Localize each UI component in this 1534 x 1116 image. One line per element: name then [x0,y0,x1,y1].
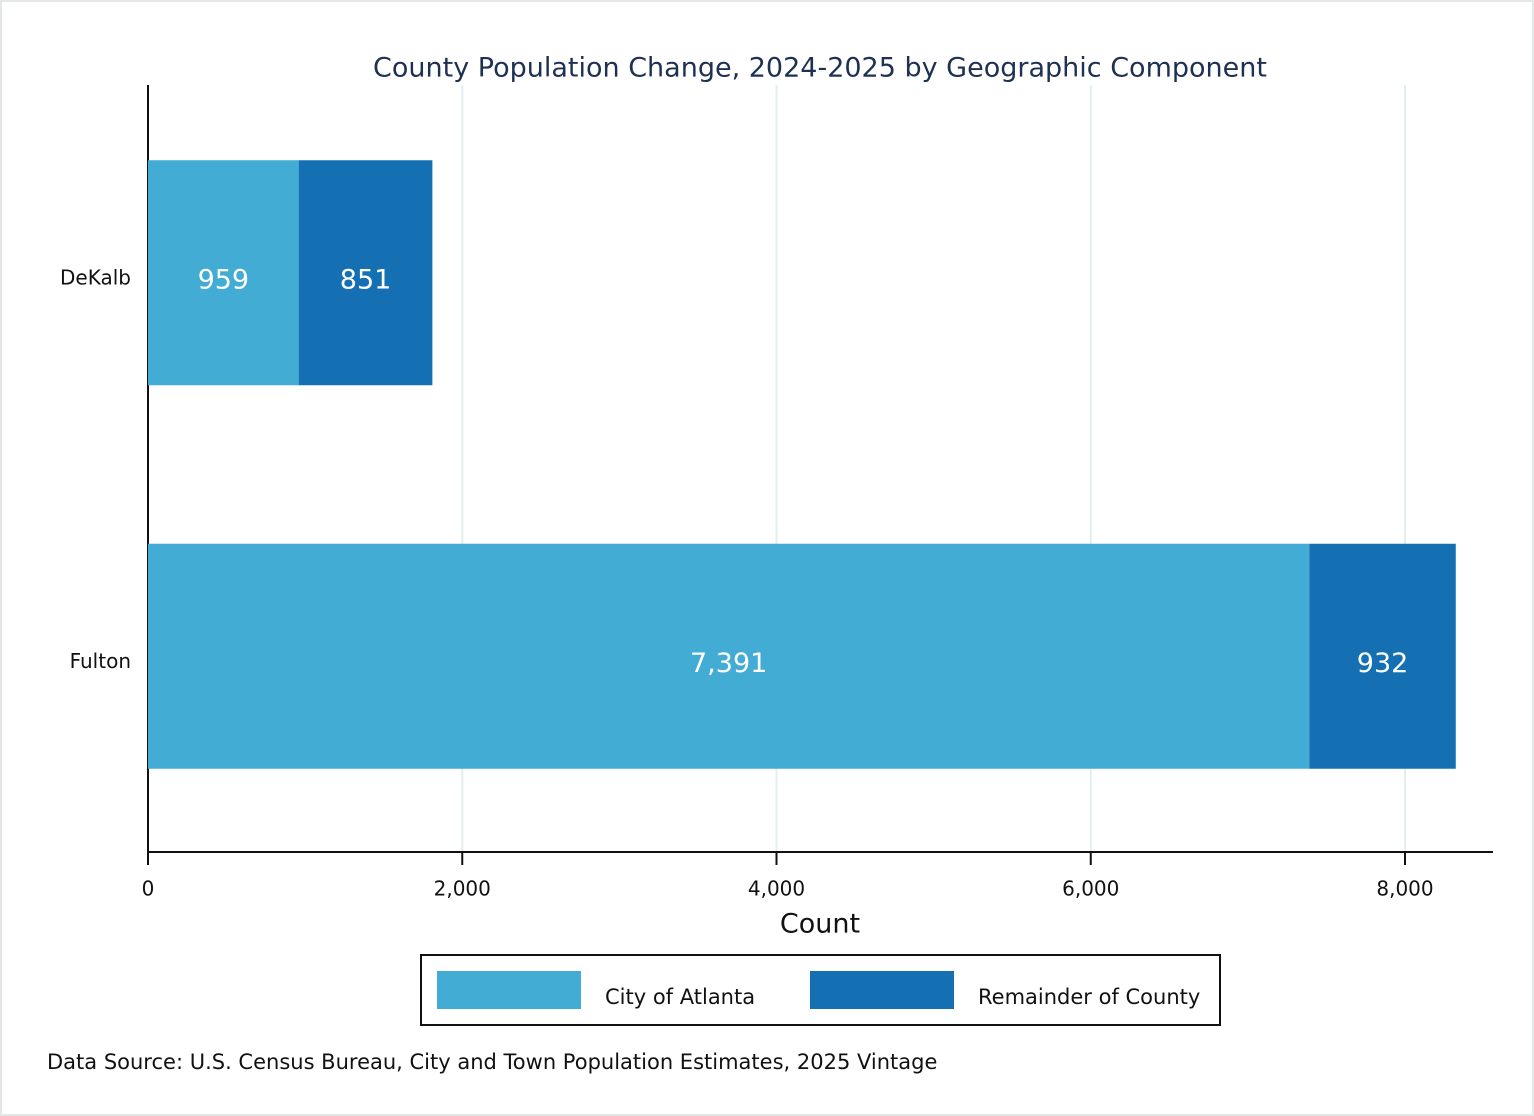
legend-swatch [810,971,954,1009]
legend-box [420,954,1221,1026]
legend-swatch [437,971,581,1009]
x-tick-label: 8,000 [1376,877,1433,901]
bar-segment [148,543,1310,769]
legend-label: Remainder of County [978,985,1200,1009]
data-label: 959 [198,264,250,295]
bar-segment [298,160,433,386]
bar-segment [1309,543,1456,769]
bar-segment [148,160,299,386]
legend-label: City of Atlanta [605,985,755,1009]
source-note: Data Source: U.S. Census Bureau, City an… [47,1050,937,1074]
x-tick-label: 6,000 [1062,877,1119,901]
chart-title: County Population Change, 2024-2025 by G… [373,53,1267,84]
x-tick-label: 4,000 [748,877,805,901]
x-tick-label: 0 [142,877,155,901]
data-label: 932 [1357,648,1409,679]
y-tick-label: Fulton [70,649,131,673]
y-tick-label: DeKalb [60,265,131,289]
data-label: 7,391 [690,648,767,679]
x-tick-label: 2,000 [434,877,491,901]
x-axis-label: Count [780,909,860,940]
data-label: 851 [340,264,392,295]
